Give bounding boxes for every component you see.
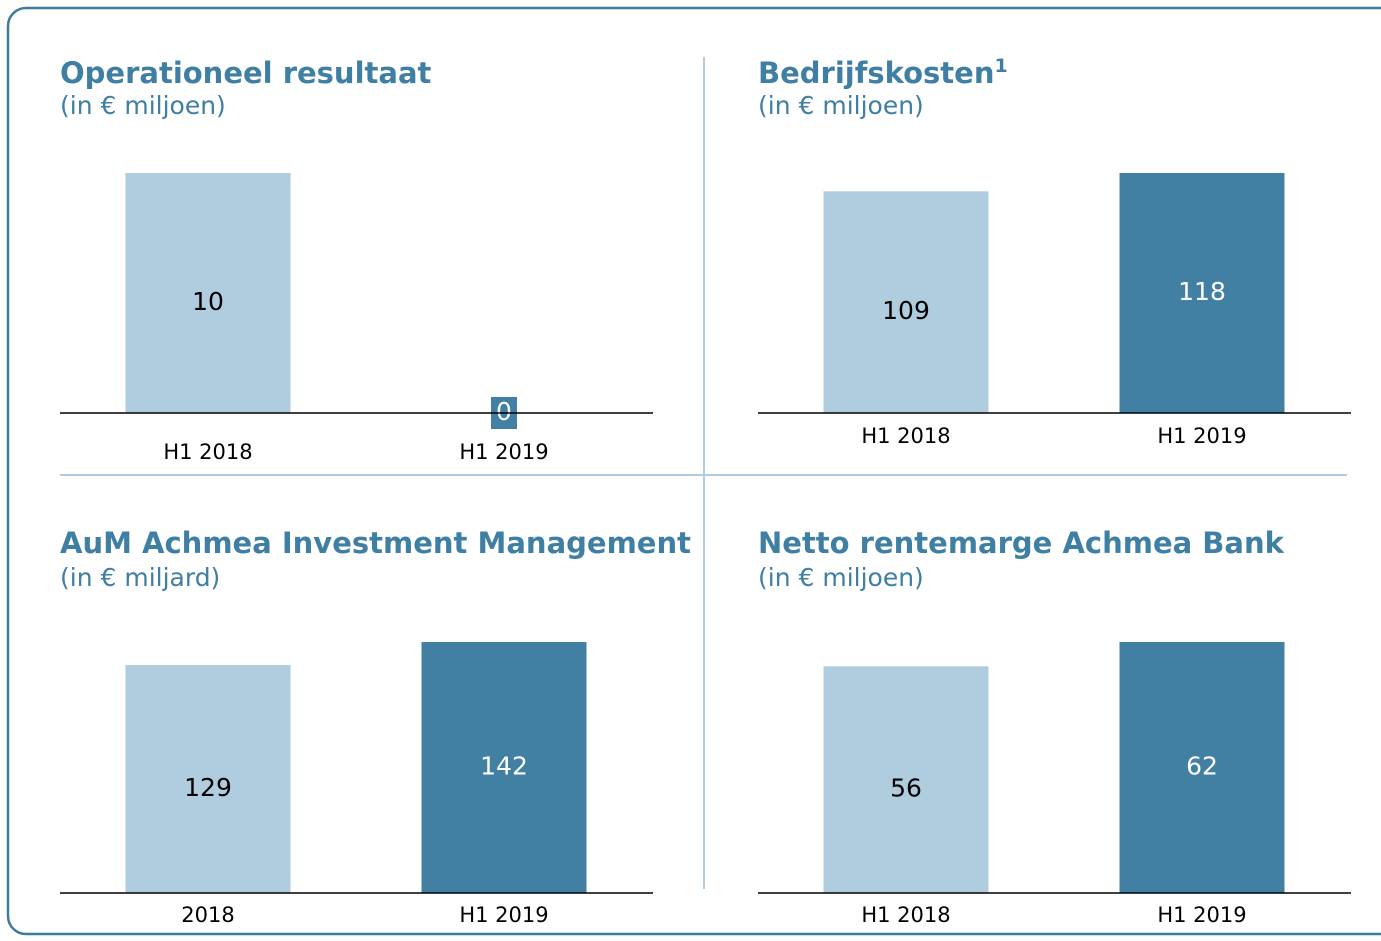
x-tick-label: H1 2019	[1157, 424, 1246, 448]
title-text: Operationeel resultaat	[60, 56, 432, 90]
value-label: 62	[1186, 752, 1218, 781]
value-label: 56	[890, 774, 922, 803]
value-label: 0	[496, 397, 512, 426]
value-label: 10	[192, 287, 224, 316]
title-text: Bedrijfskosten	[758, 56, 994, 90]
x-tick-label: H1 2019	[459, 903, 548, 927]
bar	[1119, 173, 1285, 413]
title-text: Netto rentemarge Achmea Bank	[758, 526, 1285, 560]
frame	[6, 6, 1381, 936]
x-tick-label: H1 2019	[1157, 903, 1246, 927]
value-label: 109	[882, 296, 930, 325]
x-tick-label: H1 2019	[459, 440, 548, 464]
chart-subtitle: (in € miljard)	[60, 563, 220, 592]
bar	[823, 191, 989, 413]
chart-title: AuM Achmea Investment Management	[60, 526, 691, 560]
bar	[125, 664, 291, 893]
bar	[421, 642, 587, 893]
x-tick-label: H1 2018	[163, 440, 252, 464]
chart-title: Netto rentemarge Achmea Bank	[758, 526, 1285, 560]
bar	[125, 173, 291, 413]
title-superscript: 1	[994, 55, 1007, 77]
x-tick-label: 2018	[181, 903, 234, 927]
chart-title: Operationeel resultaat	[60, 56, 432, 90]
value-label: 142	[480, 752, 528, 781]
chart-subtitle: (in € miljoen)	[758, 91, 924, 120]
bar	[1119, 642, 1285, 893]
value-label: 129	[184, 773, 232, 802]
chart-title: Bedrijfskosten1	[758, 55, 1008, 91]
x-tick-label: H1 2018	[861, 424, 950, 448]
value-label: 118	[1178, 277, 1226, 306]
chart-subtitle: (in € miljoen)	[60, 91, 226, 120]
title-text: AuM Achmea Investment Management	[60, 526, 691, 560]
chart-subtitle: (in € miljoen)	[758, 563, 924, 592]
x-tick-label: H1 2018	[861, 903, 950, 927]
bar	[823, 666, 989, 893]
